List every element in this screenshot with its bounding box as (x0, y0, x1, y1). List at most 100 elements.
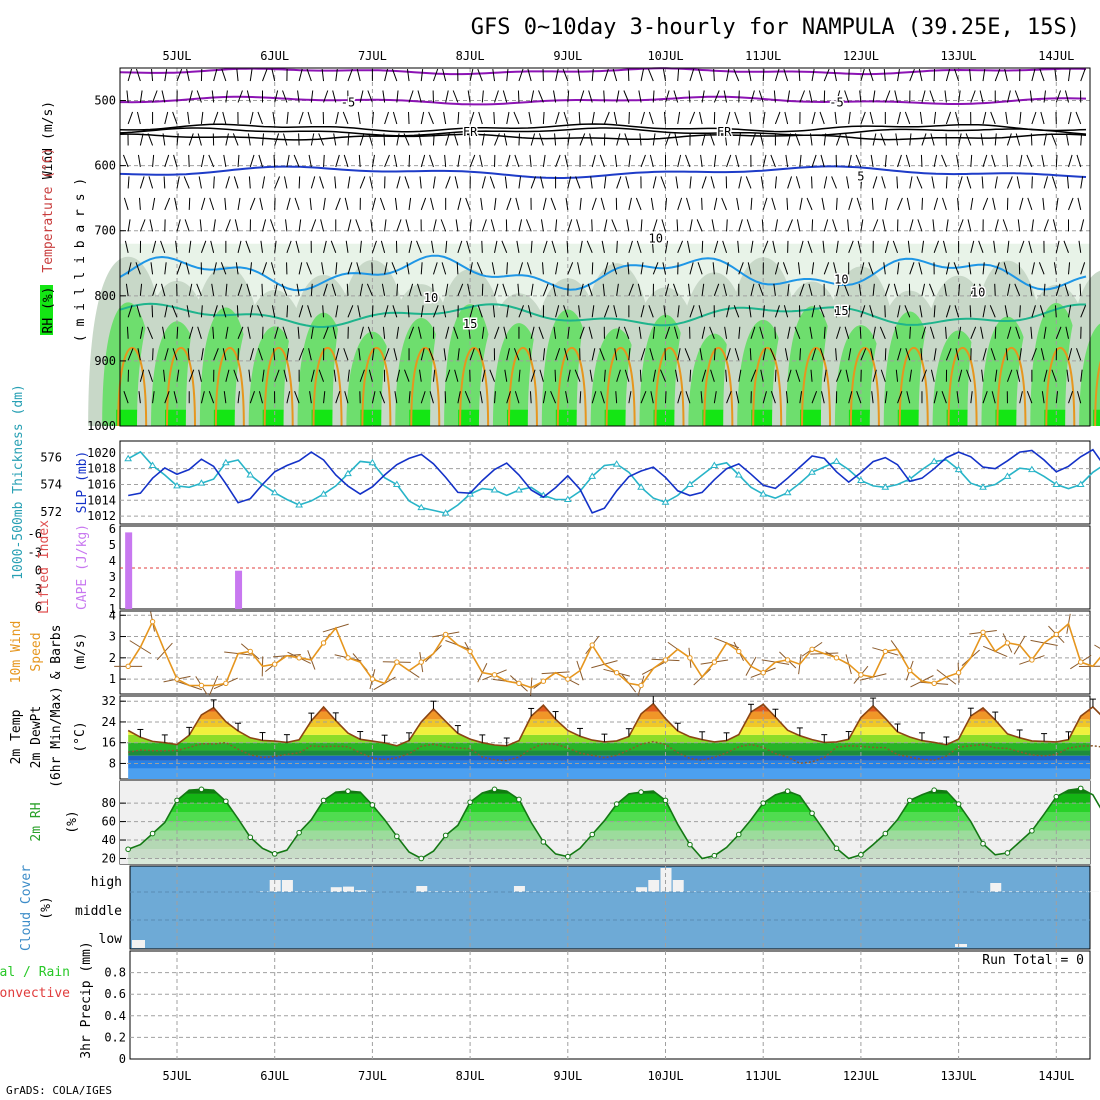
wind-barb (554, 369, 557, 382)
wind-barb (590, 176, 593, 189)
wind-barb (319, 176, 325, 189)
top-date-label: 7JUL (358, 49, 387, 63)
wind-barb (648, 111, 654, 125)
wind-barb (1051, 176, 1057, 189)
temp-contour (507, 346, 538, 427)
thickness-line-point (734, 471, 743, 478)
wind-barb (318, 133, 325, 146)
wind-barb (909, 326, 911, 339)
wind-barb (344, 197, 349, 211)
temp-contour (1094, 360, 1100, 427)
wind-barb (920, 348, 923, 361)
wind10m-ylabel-unit: (m/s) (73, 632, 88, 671)
wind-barb (897, 262, 900, 275)
cloud-ylabel-unit: (%) (39, 896, 54, 919)
wind-barb (359, 283, 363, 296)
wind-barb (530, 133, 536, 146)
wind-barb (628, 154, 631, 168)
wind-barb (859, 90, 862, 103)
y-tick-label: 1 (109, 672, 116, 686)
wind-barb (823, 369, 827, 382)
cape-tick: 2 (109, 586, 116, 600)
wind-barb (1019, 240, 1025, 254)
wind-barb (225, 369, 230, 382)
wind-barb (237, 154, 240, 167)
wind-barb (921, 197, 923, 210)
wind-barb (759, 133, 764, 146)
wind-barb (969, 68, 972, 82)
wind10m-line-point (1029, 657, 1035, 663)
wind-barb (872, 283, 875, 296)
rh2m-line-point (369, 802, 376, 808)
thickness-line-point (270, 488, 279, 496)
wind-barb (734, 111, 740, 125)
wind-barb (956, 391, 960, 404)
wind-barb (750, 197, 753, 210)
wind-barb (237, 326, 244, 339)
wind-barb (786, 197, 789, 210)
cloud-bar (1026, 891, 1038, 892)
wind-barb (211, 90, 215, 103)
wind-barb (555, 219, 558, 232)
wind-barb (968, 262, 972, 275)
wind-barb (249, 348, 255, 361)
wind-barb (126, 326, 129, 339)
wind-barb (530, 283, 534, 296)
wind-barb (1014, 90, 1021, 103)
cloud-level-low: low (99, 932, 123, 947)
rh-legend-swatch (40, 285, 53, 335)
wind-barb (673, 90, 679, 103)
wind-barb (713, 197, 718, 210)
upper-ylabel-wind: Wind (m/s) (41, 101, 56, 179)
wind-barb (701, 326, 706, 339)
wind-barb (564, 348, 569, 361)
wind-barb (713, 154, 717, 167)
wind-barb (762, 391, 767, 404)
cloud-bar (281, 880, 293, 892)
wind-barb (652, 326, 656, 339)
wind-barb (665, 90, 670, 103)
wind-barb (738, 133, 741, 146)
wind-barb (518, 68, 524, 82)
cloud-bar (367, 891, 379, 892)
wind-barb (530, 369, 536, 382)
wind-barb (455, 219, 459, 232)
wind-barb (832, 219, 837, 232)
wind-barb (860, 348, 867, 361)
wind-barb (298, 176, 301, 189)
temperature-contours (117, 67, 1100, 427)
wind-barb (185, 262, 190, 275)
wind-barb (270, 219, 276, 232)
wind-barb (494, 133, 500, 146)
cape-tick: 3 (109, 570, 116, 584)
wind-barb (1006, 133, 1012, 146)
wind-barb (794, 133, 801, 146)
wind-barb (469, 348, 475, 361)
rh2m-band (128, 849, 1090, 859)
wind-barb (640, 111, 645, 125)
wind-barb (428, 348, 434, 361)
wind-barb (970, 391, 973, 404)
contour-label: -5 (829, 95, 843, 109)
wind-barb (136, 305, 141, 318)
wind-barb (673, 326, 679, 339)
wind-barb (880, 369, 886, 382)
rh-blob (165, 409, 189, 426)
wind-barb (628, 391, 632, 404)
wind-barb (237, 391, 240, 404)
wind-barb (274, 240, 277, 253)
wind-barb (445, 90, 449, 103)
wind-barb (151, 68, 154, 82)
slp-tick: 1018 (87, 462, 116, 476)
wind-barb (469, 111, 475, 125)
slp-thickness-lines (124, 448, 1100, 516)
wind-barb (1019, 348, 1022, 361)
wind-barb (384, 305, 389, 318)
wind-barb (921, 283, 926, 296)
wind-barb (392, 111, 398, 125)
wind-barb (530, 240, 533, 253)
wind-barb (347, 305, 354, 318)
wind-barb (945, 348, 952, 361)
